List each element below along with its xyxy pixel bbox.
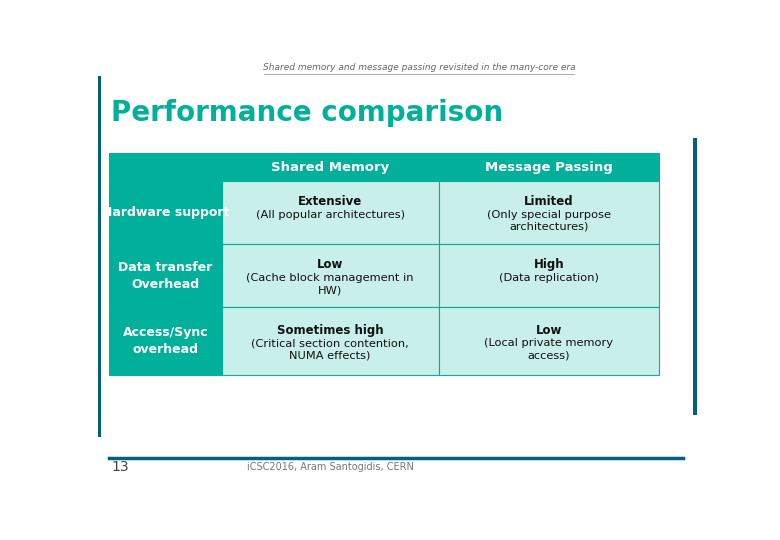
Bar xyxy=(222,244,438,307)
Bar xyxy=(222,181,438,244)
Bar xyxy=(109,153,222,181)
Bar xyxy=(438,181,659,244)
Bar xyxy=(222,307,438,375)
Text: Low: Low xyxy=(536,323,562,336)
Text: (Critical section contention,
NUMA effects): (Critical section contention, NUMA effec… xyxy=(251,338,409,361)
Bar xyxy=(98,76,101,437)
Text: Sometimes high: Sometimes high xyxy=(277,323,383,336)
Text: Limited: Limited xyxy=(524,195,574,208)
Text: Shared Memory: Shared Memory xyxy=(271,161,389,174)
Text: Extensive: Extensive xyxy=(298,195,362,208)
Text: iCSC2016, Aram Santogidis, CERN: iCSC2016, Aram Santogidis, CERN xyxy=(246,462,413,472)
Bar xyxy=(222,153,438,181)
Text: Hardware support: Hardware support xyxy=(101,206,229,219)
Text: Message Passing: Message Passing xyxy=(485,161,613,174)
Bar xyxy=(109,181,222,244)
Text: Low: Low xyxy=(317,258,343,271)
Bar xyxy=(438,153,659,181)
Bar xyxy=(109,307,222,375)
Bar xyxy=(438,307,659,375)
Text: Shared memory and message passing revisited in the many-core era: Shared memory and message passing revisi… xyxy=(263,64,576,72)
Text: High: High xyxy=(534,258,564,271)
Bar xyxy=(438,244,659,307)
Text: (Cache block management in
HW): (Cache block management in HW) xyxy=(246,273,413,295)
Text: (Data replication): (Data replication) xyxy=(499,273,599,283)
Bar xyxy=(693,138,697,415)
Text: 13: 13 xyxy=(112,460,129,474)
Text: Performance comparison: Performance comparison xyxy=(112,98,504,126)
Text: (All popular architectures): (All popular architectures) xyxy=(256,210,405,220)
Text: (Local private memory
access): (Local private memory access) xyxy=(484,338,613,361)
Bar xyxy=(109,244,222,307)
Text: Access/Sync
overhead: Access/Sync overhead xyxy=(122,326,208,356)
Text: Data transfer
Overhead: Data transfer Overhead xyxy=(118,261,212,291)
Text: (Only special purpose
architectures): (Only special purpose architectures) xyxy=(487,210,611,232)
